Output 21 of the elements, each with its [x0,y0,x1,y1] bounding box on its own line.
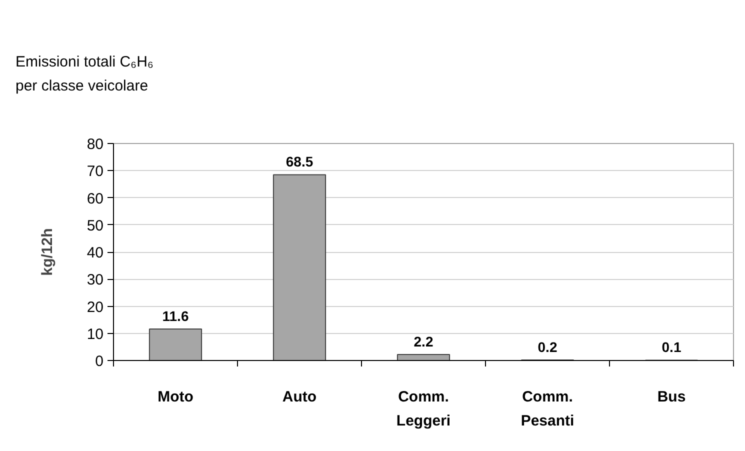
y-tick-label: 20 [86,298,104,316]
x-tick-label: Comm. Pesanti [520,388,574,430]
x-tick-label: Auto [282,388,317,406]
data-label: 11.6 [162,308,189,324]
x-tick-label: Moto [158,388,194,406]
y-tick-label: 60 [86,190,104,208]
y-tick-label: 40 [86,244,104,262]
x-tick-label: Bus [657,388,686,406]
y-tick-label: 80 [86,136,104,153]
data-label: 0.1 [662,339,682,356]
data-label: 2.2 [414,334,434,350]
y-axis-title: kg/12h [38,228,56,276]
x-tick-label: Comm. Leggeri [396,388,451,430]
y-tick-label: 50 [86,217,104,234]
y-tick-label: 70 [86,163,104,180]
y-tick-label: 0 [95,353,104,370]
data-label: 0.2 [538,338,558,355]
chart-title: Emissioni totali C₆H₆ per classe veicolare [16,54,154,94]
data-label: 68.5 [286,154,314,170]
y-tick-label: 30 [86,272,104,289]
y-tick-label: 10 [86,326,104,343]
